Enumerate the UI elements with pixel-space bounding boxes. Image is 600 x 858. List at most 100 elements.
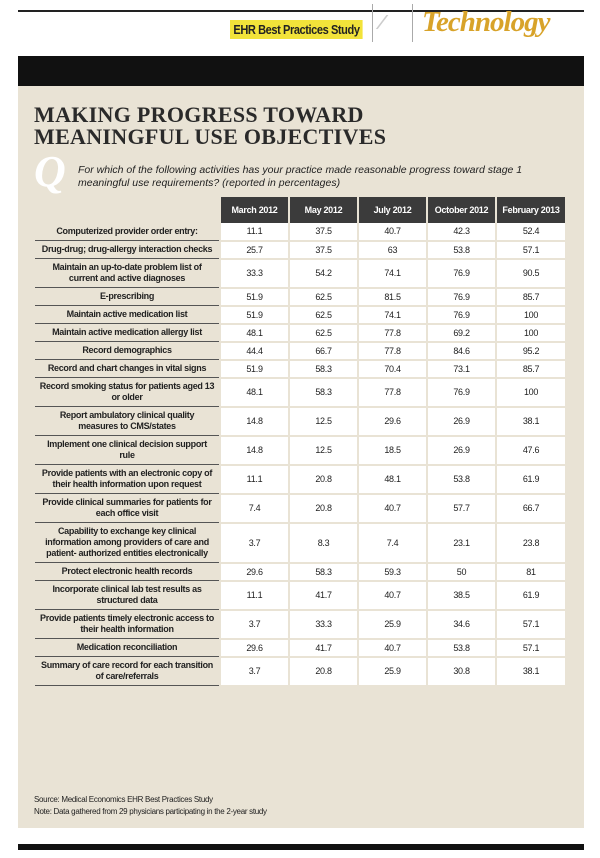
- value-cell: 74.1: [357, 258, 427, 289]
- value-cell: 40.7: [357, 580, 427, 611]
- content: MAKING PROGRESS TOWARD MEANINGFUL USE OB…: [18, 86, 584, 828]
- value-cell: 61.9: [495, 580, 565, 611]
- black-band: [18, 56, 584, 86]
- value-cell: 12.5: [288, 435, 358, 466]
- value-cell: 11.1: [219, 223, 289, 242]
- value-cell: 70.4: [357, 359, 427, 379]
- value-cell: 90.5: [495, 258, 565, 289]
- value-cell: 33.3: [288, 609, 358, 640]
- row: Summary of care record for each transiti…: [35, 656, 565, 687]
- row: Record smoking status for patients aged …: [35, 377, 565, 408]
- value-cell: 51.9: [219, 359, 289, 379]
- row: Protect electronic health records 29.6 58.…: [35, 562, 565, 582]
- value-cell: 77.8: [357, 323, 427, 343]
- row: E-prescribing 51.9 62.5 81.5 76.9 85.7: [35, 287, 565, 307]
- row: Medication reconciliation 29.6 41.7 40.7 53.…: [35, 638, 565, 658]
- title-line: MAKING PROGRESS TOWARD: [34, 102, 364, 127]
- value-cell: 23.8: [495, 522, 565, 564]
- separator: [412, 4, 413, 42]
- bottom-bar: [18, 844, 584, 850]
- value-cell: 100: [495, 305, 565, 325]
- value-cell: 53.8: [426, 638, 496, 658]
- row: Implement one clinical decision support …: [35, 435, 565, 466]
- value-cell: 58.3: [288, 562, 358, 582]
- row-label: Record demographics: [35, 341, 220, 360]
- value-cell: 42.3: [426, 223, 496, 242]
- row: Record demographics 44.4 66.7 77.8 84.6 95.2: [35, 341, 565, 361]
- value-cell: 18.5: [357, 435, 427, 466]
- row: Report ambulatory clinical quality measu…: [35, 406, 565, 437]
- value-cell: 95.2: [495, 341, 565, 361]
- value-cell: 37.5: [288, 240, 358, 260]
- value-cell: 58.3: [288, 377, 358, 408]
- value-cell: 29.6: [219, 638, 289, 658]
- row-label: Maintain active medication list: [35, 305, 220, 324]
- value-cell: 81: [495, 562, 565, 582]
- value-cell: 38.1: [495, 406, 565, 437]
- value-cell: 66.7: [495, 493, 565, 524]
- table-body: Computerized provider order entry: 11.1 37…: [35, 223, 565, 687]
- row-label: Summary of care record for each transiti…: [35, 656, 220, 686]
- value-cell: 58.3: [288, 359, 358, 379]
- value-cell: 57.1: [495, 609, 565, 640]
- value-cell: 11.1: [219, 464, 289, 495]
- value-cell: 85.7: [495, 359, 565, 379]
- note: Note: Data gathered from 29 physicians p…: [34, 807, 267, 816]
- row: Provide patients with an electronic copy…: [35, 464, 565, 495]
- column-header: October 2012: [426, 197, 496, 223]
- source: Source: Medical Economics EHR Best Pract…: [34, 795, 213, 804]
- value-cell: 34.6: [426, 609, 496, 640]
- row-label: Implement one clinical decision support …: [35, 435, 220, 465]
- value-cell: 73.1: [426, 359, 496, 379]
- row-label: Report ambulatory clinical quality measu…: [35, 406, 220, 436]
- study-label: EHR Best Practices Study: [230, 20, 363, 39]
- value-cell: 37.5: [288, 223, 358, 242]
- row: Capability to exchange key clinical info…: [35, 522, 565, 564]
- value-cell: 74.1: [357, 305, 427, 325]
- row: Provide clinical summaries for patients …: [35, 493, 565, 524]
- value-cell: 61.9: [495, 464, 565, 495]
- value-cell: 14.8: [219, 435, 289, 466]
- value-cell: 63: [357, 240, 427, 260]
- value-cell: 7.4: [357, 522, 427, 564]
- value-cell: 38.5: [426, 580, 496, 611]
- value-cell: 14.8: [219, 406, 289, 437]
- value-cell: 40.7: [357, 638, 427, 658]
- value-cell: 3.7: [219, 609, 289, 640]
- value-cell: 54.2: [288, 258, 358, 289]
- value-cell: 77.8: [357, 377, 427, 408]
- value-cell: 26.9: [426, 435, 496, 466]
- row: Drug-drug; drug-allergy interaction chec…: [35, 240, 565, 260]
- column-header: March 2012: [219, 197, 289, 223]
- value-cell: 25.7: [219, 240, 289, 260]
- row-label: Provide patients with an electronic copy…: [35, 464, 220, 494]
- value-cell: 59.3: [357, 562, 427, 582]
- row-label: E-prescribing: [35, 287, 220, 306]
- row-label: Medication reconciliation: [35, 638, 220, 657]
- row-label: Record and chart changes in vital signs: [35, 359, 220, 378]
- value-cell: 62.5: [288, 305, 358, 325]
- value-cell: 76.9: [426, 305, 496, 325]
- value-cell: 76.9: [426, 258, 496, 289]
- value-cell: 57.7: [426, 493, 496, 524]
- row-label: Capability to exchange key clinical info…: [35, 522, 220, 563]
- value-cell: 48.1: [219, 323, 289, 343]
- row-label: Provide clinical summaries for patients …: [35, 493, 220, 523]
- row-label: Provide patients timely electronic acces…: [35, 609, 220, 639]
- value-cell: 29.6: [357, 406, 427, 437]
- icon: ⁄: [380, 12, 384, 34]
- value-cell: 50: [426, 562, 496, 582]
- value-cell: 62.5: [288, 287, 358, 307]
- value-cell: 20.8: [288, 656, 358, 687]
- row: Incorporate clinical lab test results as…: [35, 580, 565, 611]
- row-label: Computerized provider order entry:: [35, 223, 220, 241]
- table: March 2012 May 2012 July 2012 October 2012 F…: [35, 197, 565, 687]
- value-cell: 29.6: [219, 562, 289, 582]
- value-cell: 20.8: [288, 493, 358, 524]
- value-cell: 3.7: [219, 522, 289, 564]
- value-cell: 7.4: [219, 493, 289, 524]
- separator: [372, 4, 373, 42]
- row-label: Incorporate clinical lab test results as…: [35, 580, 220, 610]
- value-cell: 40.7: [357, 493, 427, 524]
- value-cell: 53.8: [426, 464, 496, 495]
